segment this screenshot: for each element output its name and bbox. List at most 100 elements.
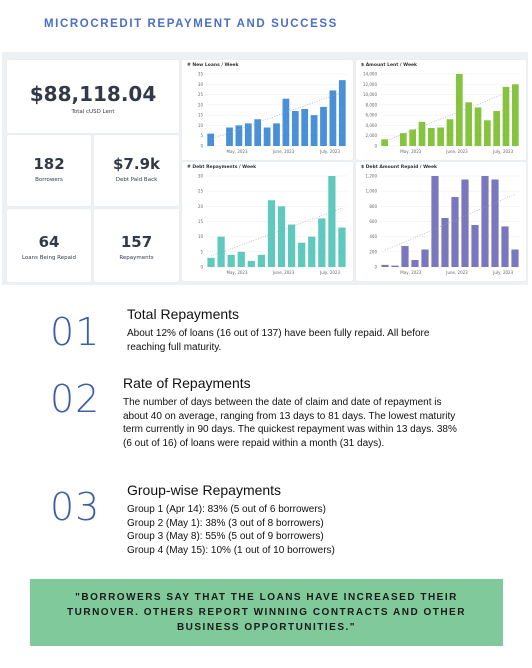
bar: [455, 74, 463, 146]
trend-line: [210, 207, 343, 257]
x-tick-label: May, 2023: [227, 149, 248, 154]
y-tick-label: 6,000: [366, 113, 378, 118]
bar: [254, 119, 262, 146]
bar: [481, 176, 489, 267]
bar: [391, 265, 399, 267]
section-title-group-wise-repayments: Group-wise Repayments: [127, 482, 282, 498]
bar: [381, 264, 389, 267]
chart-amount-lent-title: $ Amount Lent / Week: [361, 63, 418, 68]
chart-new-loans-plot: 0 5 10 15 20 25 30 35 May, 2023 June, 2023 July, 2…: [198, 72, 347, 154]
group-line: Group 2 (May 1): 38% (3 out of 8 borrowe…: [127, 517, 324, 529]
y-tick-label: 600: [369, 219, 377, 224]
bar: [437, 127, 445, 146]
chart-new-loans: # New Loans / Week 0 5 10 15 20 25 30 35 May, 20…: [182, 60, 353, 160]
y-tick-label: 12,000: [363, 82, 377, 87]
y-tick-label: 15: [198, 113, 204, 118]
y-tick-label: 30: [198, 174, 204, 179]
kpi-loans-being-repaid-label: Loans Being Repaid: [21, 255, 77, 261]
section-title-rate-of-repayments: Rate of Repayments: [123, 375, 251, 391]
bar: [320, 106, 327, 146]
bar: [441, 218, 449, 267]
y-tick-label: 15: [198, 219, 204, 224]
kpi-repayments: 157 Repayments: [94, 209, 179, 282]
bar: [310, 115, 318, 146]
testimonial-quote: "BORROWERS SAY THAT THE LOANS HAVE INCRE…: [67, 592, 466, 633]
x-tick-label: July, 2023: [492, 270, 513, 275]
y-tick-label: 20: [198, 204, 204, 209]
bar: [207, 257, 215, 267]
bar: [298, 242, 306, 267]
kpi-debt-paid-back: $7.9k Debt Paid Back: [94, 135, 179, 206]
chart-new-loans-title: # New Loans / Week: [187, 63, 239, 68]
bar: [267, 200, 276, 267]
y-tick-label: 4,000: [366, 123, 378, 128]
bar: [328, 176, 336, 267]
x-tick-label: June, 2023: [445, 149, 468, 154]
bar: [399, 133, 407, 146]
bar: [461, 179, 469, 267]
bar: [421, 249, 429, 267]
y-tick-label: 14,000: [363, 72, 377, 77]
y-tick-label: 25: [198, 189, 204, 194]
kpi-borrowers-value: 182: [33, 155, 65, 173]
bar: [474, 107, 482, 146]
bar: [451, 197, 459, 267]
bar: [273, 123, 280, 146]
y-tick-label: 35: [198, 72, 204, 77]
group-line: Group 4 (May 15): 10% (1 out of 10 borro…: [127, 544, 335, 556]
y-tick-label: 10,000: [363, 92, 377, 97]
section-body-group-wise-repayments: Group 1 (Apr 14): 83% (5 out of 6 borrow…: [127, 503, 427, 557]
bar: [493, 111, 501, 146]
bar: [511, 249, 519, 267]
y-tick-label: 400: [369, 234, 377, 239]
y-tick-label: 0: [374, 144, 377, 149]
x-tick-label: May, 2023: [400, 270, 421, 275]
kpi-loans-being-repaid: 64 Loans Being Repaid: [7, 209, 91, 282]
x-tick-label: June, 2023: [272, 270, 295, 275]
bar: [217, 236, 225, 267]
x-tick-label: July, 2023: [492, 149, 513, 154]
bar: [244, 123, 252, 146]
y-tick-label: 1,200: [366, 174, 378, 179]
bar: [277, 206, 286, 267]
y-tick-label: 800: [369, 204, 377, 209]
kpi-loans-being-repaid-value: 64: [38, 233, 60, 251]
bar: [338, 227, 346, 267]
section-body-total-repayments: About 12% of loans (16 out of 137) have …: [127, 328, 430, 353]
bar: [418, 121, 426, 146]
y-tick-label: 5: [200, 249, 203, 254]
bar: [446, 119, 454, 146]
kpi-total-lent-label: Total cUSD Lent: [71, 109, 115, 115]
section-number-03: 03: [50, 485, 101, 529]
bar: [338, 80, 346, 146]
kpi-repayments-value: 157: [120, 233, 153, 251]
section-number-01: 01: [50, 310, 101, 354]
bar: [471, 225, 479, 267]
bar: [409, 129, 417, 146]
bar: [483, 120, 491, 146]
page-title: MICROCREDIT REPAYMENT AND SUCCESS: [44, 18, 338, 30]
bar: [465, 102, 473, 146]
dashboard-panel: $88,118.04 Total cUSD Lent 182 Borrowers…: [2, 52, 528, 285]
bar: [263, 127, 271, 146]
bar: [318, 218, 326, 267]
chart-debt-repayments-plot: 0 5 10 15 20 25 30 May, 2023 June, 2023 July, 202…: [198, 174, 347, 275]
section-number-02: 02: [50, 377, 101, 421]
y-tick-label: 0: [200, 144, 203, 149]
bar: [431, 176, 439, 267]
chart-debt-repayments-title: # Debt Repayments / Week: [187, 165, 257, 170]
kpi-debt-paid-back-value: $7.9k: [113, 155, 160, 173]
section-body-rate-of-repayments: The number of days between the date of c…: [123, 397, 457, 449]
bar: [329, 90, 337, 146]
bar: [511, 84, 519, 146]
section-title-total-repayments: Total Repayments: [127, 306, 240, 322]
y-tick-label: 0: [374, 265, 377, 270]
y-tick-label: 200: [369, 249, 377, 254]
y-tick-label: 20: [198, 102, 204, 107]
y-tick-label: 2,000: [366, 133, 378, 138]
chart-debt-amount-repaid-plot: 0 200 400 600 800 1,000 1,200 May, 2023 June, 20…: [366, 174, 520, 275]
bar: [491, 179, 499, 267]
bar: [502, 86, 510, 146]
group-line: Group 3 (May 8): 55% (5 out of 9 borrowe…: [127, 531, 324, 542]
bar: [308, 236, 316, 267]
